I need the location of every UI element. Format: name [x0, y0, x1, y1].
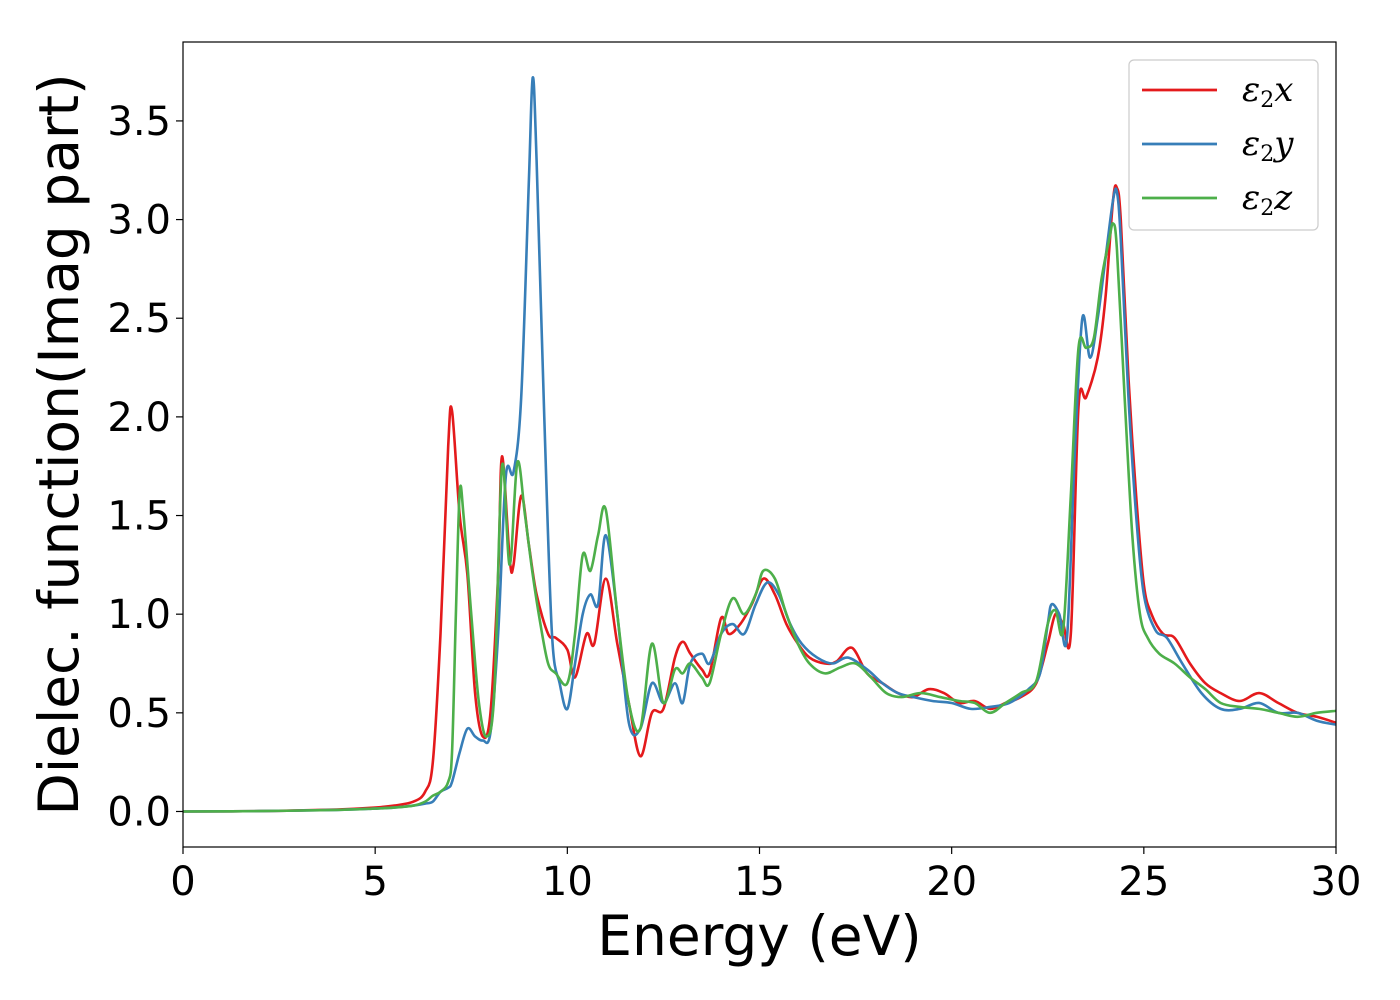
y-axis: 0.0 0.5 1.0 1.5 2.0 2.5 3.0 3.5 — [107, 99, 183, 835]
x-axis-title: Energy (eV) — [597, 904, 921, 968]
y-tick-label: 2.5 — [107, 296, 171, 342]
y-tick-label: 3.0 — [107, 198, 171, 244]
x-tick-label: 20 — [926, 859, 977, 905]
y-tick-label: 1.5 — [107, 494, 171, 540]
x-tick-label: 30 — [1311, 859, 1362, 905]
y-tick-label: 0.0 — [107, 789, 171, 835]
series-line-z — [183, 222, 1336, 813]
x-tick-label: 5 — [362, 859, 387, 905]
y-tick-label: 3.5 — [107, 99, 171, 145]
x-axis: 0 5 10 15 20 25 30 — [170, 847, 1361, 905]
y-axis-title: Dielec. function(Imag part) — [27, 73, 91, 815]
x-tick-label: 10 — [542, 859, 593, 905]
y-tick-label: 1.0 — [107, 592, 171, 638]
legend-label-y: ε2y — [1242, 124, 1294, 167]
x-tick-label: 0 — [170, 859, 195, 905]
series-layer — [183, 76, 1336, 813]
legend: ε2x ε2y ε2z — [1128, 59, 1319, 231]
y-tick-label: 0.5 — [107, 691, 171, 737]
series-line-x — [183, 184, 1336, 813]
legend-label-z: ε2z — [1242, 178, 1293, 221]
y-tick-label: 2.0 — [107, 395, 171, 441]
legend-label-x: ε2x — [1242, 70, 1293, 113]
x-tick-label: 15 — [734, 859, 785, 905]
x-tick-label: 25 — [1118, 859, 1169, 905]
legend-frame — [1128, 59, 1319, 231]
